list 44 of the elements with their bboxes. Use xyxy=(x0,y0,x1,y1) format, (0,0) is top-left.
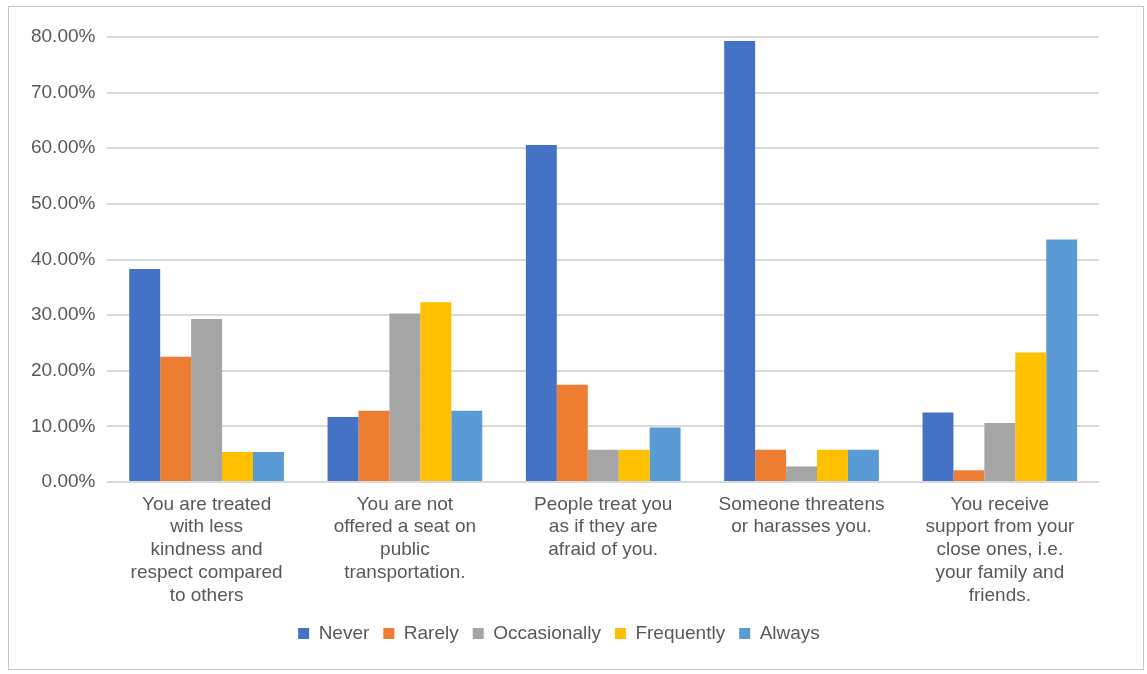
legend-label: Rarely xyxy=(403,621,460,643)
bar xyxy=(525,144,557,481)
y-tick-label: 10.00% xyxy=(30,414,96,436)
bar xyxy=(953,470,985,481)
x-tick-label: You are not offered a seat on public transportation. xyxy=(333,492,477,583)
bar xyxy=(618,449,650,481)
bar xyxy=(160,356,192,481)
bar xyxy=(358,410,390,481)
bar xyxy=(191,319,223,481)
bar xyxy=(587,449,619,481)
bar xyxy=(922,412,954,481)
y-tick-label: 40.00% xyxy=(30,247,96,269)
y-tick-label: 80.00% xyxy=(30,25,96,47)
bar xyxy=(556,384,588,481)
bar xyxy=(817,449,848,481)
bar xyxy=(253,451,284,481)
legend-label: Frequently xyxy=(635,621,726,643)
y-tick-label: 50.00% xyxy=(30,192,96,214)
legend-label: Never xyxy=(318,621,370,643)
bar xyxy=(755,449,787,481)
y-tick-label: 70.00% xyxy=(30,80,96,102)
y-tick-label: 20.00% xyxy=(30,358,96,380)
bar xyxy=(1046,239,1078,481)
bar xyxy=(1015,352,1047,481)
bar xyxy=(984,423,1016,481)
x-tick-label: People treat you as if they are afraid of you. xyxy=(534,492,673,560)
legend-label: Always xyxy=(759,621,820,643)
bar xyxy=(786,466,817,481)
y-tick-label: 30.00% xyxy=(30,303,96,325)
bar xyxy=(847,449,879,481)
bar xyxy=(451,410,483,481)
bar xyxy=(129,268,161,481)
bar xyxy=(649,427,681,481)
bar xyxy=(389,313,421,481)
bar xyxy=(222,451,253,481)
x-tick-label: You are treated with less kindness and respect compared to others xyxy=(130,492,283,605)
bar xyxy=(724,40,756,481)
legend-label: Occasionally xyxy=(493,621,602,643)
y-tick-label: 60.00% xyxy=(30,136,96,158)
x-tick-label: You receive support from your close ones, i.e. your family and friends. xyxy=(925,492,1075,605)
bar xyxy=(327,416,359,481)
x-tick-label: Someone threatens or harasses you. xyxy=(718,492,885,537)
y-tick-label: 0.00% xyxy=(41,470,96,492)
bar xyxy=(420,302,452,481)
